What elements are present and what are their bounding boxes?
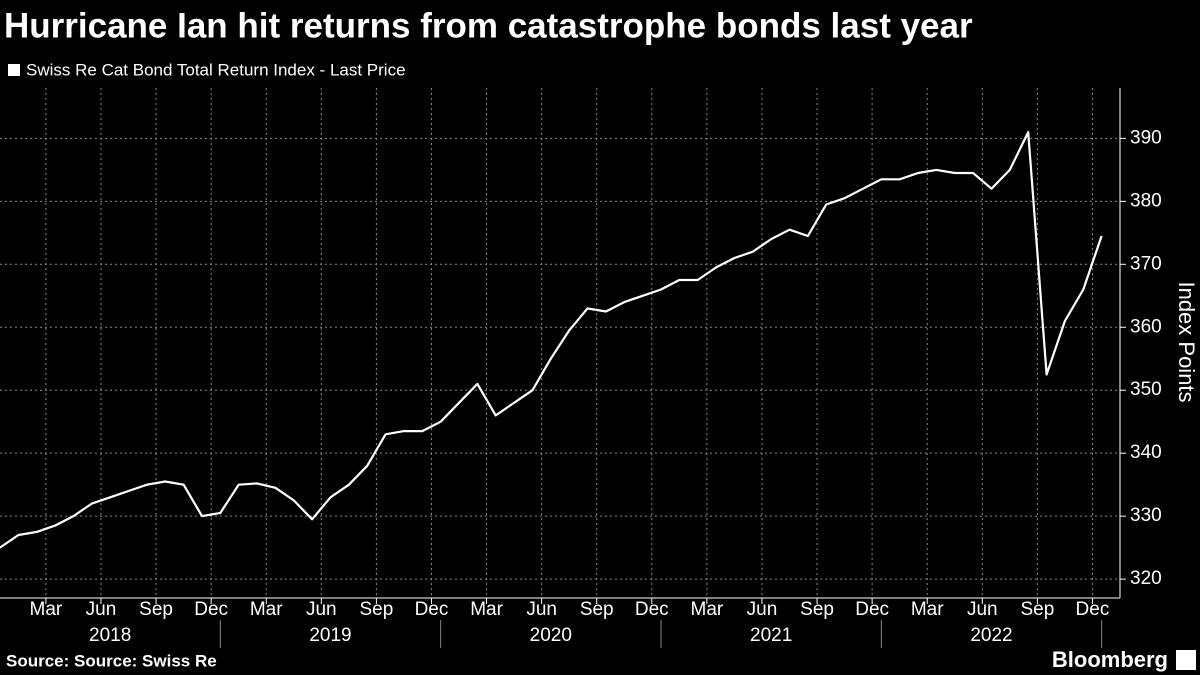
y-tick-label: 370: [1130, 253, 1162, 274]
x-tick-label: Dec: [194, 599, 228, 620]
x-tick-label: Dec: [415, 599, 449, 620]
x-tick-label: Jun: [86, 599, 117, 620]
x-tick-label: Mar: [250, 599, 283, 620]
x-tick-label: Jun: [526, 599, 557, 620]
x-tick-label: Dec: [855, 599, 889, 620]
x-tick-label: Sep: [800, 599, 834, 620]
legend-label: Swiss Re Cat Bond Total Return Index - L…: [26, 60, 406, 79]
y-tick-label: 390: [1130, 127, 1162, 148]
x-tick-label: Jun: [306, 599, 337, 620]
x-tick-label: Mar: [30, 599, 63, 620]
year-label: 2019: [309, 625, 351, 646]
x-tick-label: Dec: [635, 599, 669, 620]
chart-title: Hurricane Ian hit returns from catastrop…: [4, 6, 973, 45]
brand: Bloomberg: [1052, 647, 1168, 672]
x-tick-label: Mar: [470, 599, 503, 620]
y-tick-label: 360: [1130, 316, 1162, 337]
x-tick-label: Jun: [967, 599, 998, 620]
x-tick-label: Dec: [1076, 599, 1110, 620]
y-tick-label: 320: [1130, 568, 1162, 589]
year-label: 2022: [970, 625, 1012, 646]
y-tick-label: 340: [1130, 442, 1162, 463]
year-label: 2018: [89, 625, 131, 646]
x-tick-label: Mar: [911, 599, 944, 620]
y-tick-label: 330: [1130, 505, 1162, 526]
x-tick-label: Sep: [580, 599, 614, 620]
year-label: 2021: [750, 625, 792, 646]
year-label: 2020: [530, 625, 572, 646]
x-tick-label: Sep: [359, 599, 393, 620]
y-axis-label: Index Points: [1174, 281, 1199, 402]
y-tick-label: 350: [1130, 379, 1162, 400]
x-tick-label: Mar: [691, 599, 724, 620]
data-line: [0, 131, 1103, 549]
x-tick-label: Jun: [747, 599, 778, 620]
x-tick-label: Sep: [139, 599, 173, 620]
x-tick-label: Sep: [1020, 599, 1054, 620]
legend-swatch: [8, 64, 20, 76]
source: Source: Source: Swiss Re: [6, 651, 217, 670]
brand-icon: [1176, 650, 1196, 670]
y-tick-label: 380: [1130, 190, 1162, 211]
